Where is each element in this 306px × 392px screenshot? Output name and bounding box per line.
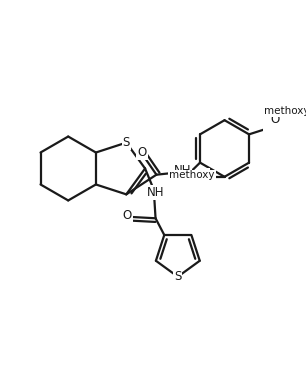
Text: S: S: [174, 270, 181, 283]
Text: O: O: [270, 113, 279, 126]
Text: NH: NH: [147, 185, 164, 199]
Text: O: O: [200, 169, 209, 182]
Text: NH: NH: [174, 164, 191, 177]
Text: O: O: [137, 146, 147, 159]
Text: O: O: [123, 209, 132, 222]
Text: S: S: [123, 136, 130, 149]
Text: methoxy: methoxy: [169, 171, 215, 180]
Text: methoxy: methoxy: [264, 106, 306, 116]
